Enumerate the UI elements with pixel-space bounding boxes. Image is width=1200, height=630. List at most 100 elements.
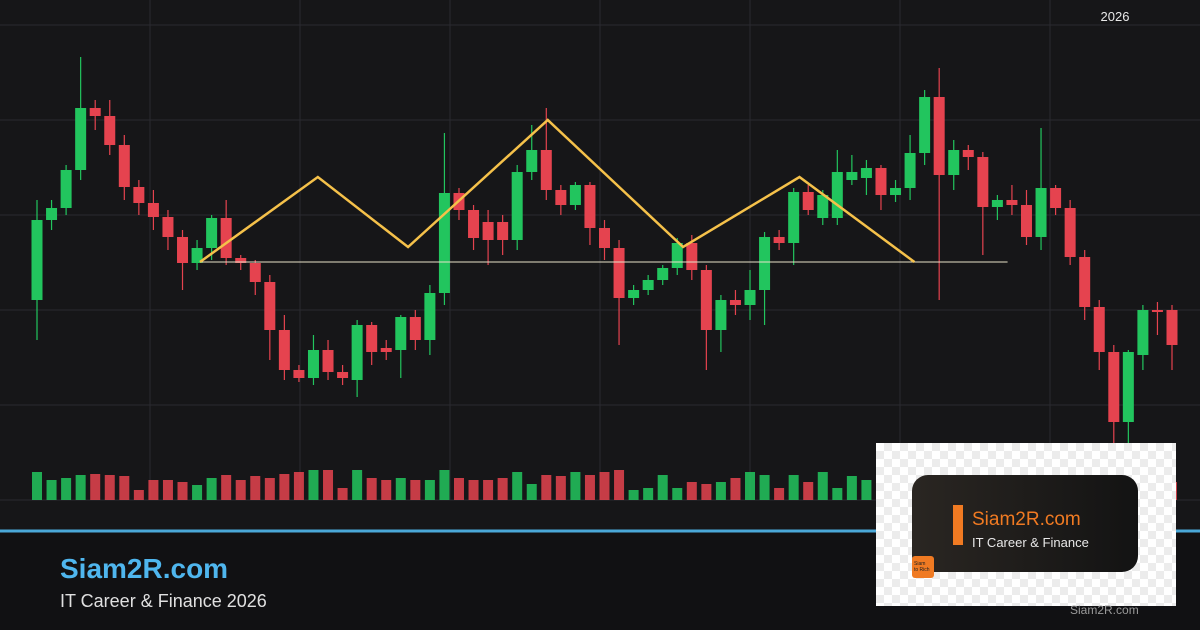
volume-bar: [497, 478, 508, 500]
candle-body: [715, 300, 727, 330]
volume-bar: [483, 480, 494, 500]
volume-bar: [410, 480, 421, 500]
volume-bar: [759, 475, 770, 500]
candle-body: [1079, 257, 1091, 307]
candle-body: [351, 325, 363, 380]
candle-body: [1151, 310, 1163, 312]
candle-body: [555, 190, 567, 205]
candle-body: [497, 222, 509, 240]
volume-bar: [148, 480, 159, 500]
candle-body: [540, 150, 552, 190]
volume-bar: [104, 475, 115, 500]
candle-body: [220, 218, 232, 258]
volume-bar: [264, 478, 275, 500]
candle-body: [759, 237, 771, 290]
volume-bar: [308, 470, 319, 500]
candle-body: [337, 372, 349, 378]
candle-body: [482, 222, 494, 240]
candle-body: [817, 195, 829, 218]
candle-body: [249, 263, 261, 282]
volume-bar: [701, 484, 712, 500]
candle-body: [46, 208, 58, 220]
candle-body: [409, 317, 421, 340]
icon-text: to Rich: [914, 567, 930, 573]
volume-bar: [279, 474, 290, 500]
candle-body: [744, 290, 756, 305]
candle-body: [802, 192, 814, 210]
volume-bar: [861, 480, 872, 500]
volume-bar: [352, 470, 363, 500]
volume-bar: [832, 488, 843, 500]
candle-body: [628, 290, 640, 298]
volume-bar: [32, 472, 42, 500]
volume-bar: [192, 485, 203, 500]
candle-body: [380, 348, 392, 352]
volume-bar: [293, 472, 304, 500]
candle-body: [1108, 352, 1120, 422]
candle-body: [147, 203, 159, 217]
volume-bar: [90, 474, 101, 500]
candle-body: [366, 325, 378, 352]
candle-body: [322, 350, 334, 372]
candle-body: [1122, 352, 1134, 422]
candle-body: [89, 108, 101, 116]
candle-body: [671, 243, 683, 268]
candle-body: [904, 153, 916, 188]
candle-body: [1093, 307, 1105, 352]
candle-body: [133, 187, 145, 203]
candle-body: [569, 185, 581, 205]
logo-badge: Siam2R.com IT Career & Finance Siam to R…: [912, 475, 1138, 578]
candle-body: [642, 280, 654, 290]
candle-body: [1137, 310, 1149, 355]
volume-bar: [337, 488, 348, 500]
volume-bar: [686, 482, 697, 500]
candle-body: [1050, 188, 1062, 208]
candle-body: [424, 293, 436, 340]
volume-bar: [366, 478, 377, 500]
volume-bar: [584, 475, 595, 500]
volume-bar: [570, 472, 581, 500]
volume-bar: [555, 476, 566, 500]
candle-body: [191, 248, 203, 263]
candle-body: [438, 193, 450, 293]
candle-body: [104, 116, 116, 145]
candle-body: [875, 168, 887, 195]
candle-body: [700, 270, 712, 330]
candle-body: [264, 282, 276, 330]
volume-bar: [381, 480, 392, 500]
volume-bar: [672, 488, 683, 500]
volume-bar: [133, 490, 144, 500]
volume-bar: [453, 478, 464, 500]
candle-body: [75, 108, 87, 170]
volume-bar: [424, 480, 435, 500]
volume-bar: [774, 488, 785, 500]
watermark: Siam2R.com: [1070, 603, 1139, 617]
volume-bar: [526, 484, 537, 500]
candle-body: [933, 97, 945, 175]
candle-body: [1006, 200, 1018, 205]
candle-body: [977, 157, 989, 207]
candle-body: [60, 170, 72, 208]
candle-body: [991, 200, 1003, 207]
volume-bar: [512, 472, 523, 500]
logo-icon: Siam to Rich: [912, 556, 934, 578]
volume-bar: [221, 475, 232, 500]
volume-bar: [788, 475, 799, 500]
candle-body: [118, 145, 130, 187]
pattern-line: [199, 118, 916, 264]
candle-body: [468, 210, 480, 238]
candle-body: [177, 237, 189, 263]
candle-body: [599, 228, 610, 248]
candle-body: [278, 330, 290, 370]
candle-body: [773, 237, 785, 243]
candle-body: [511, 172, 523, 240]
site-subtitle: IT Career & Finance 2026: [60, 591, 267, 611]
volume-bar: [468, 480, 479, 500]
volume-bar: [235, 480, 246, 500]
candle-body: [1020, 205, 1032, 237]
candle-body: [31, 220, 43, 300]
volume-bar: [599, 472, 610, 500]
candle-body: [657, 268, 669, 280]
volume-bar: [75, 475, 86, 500]
candle-body: [1064, 208, 1076, 257]
